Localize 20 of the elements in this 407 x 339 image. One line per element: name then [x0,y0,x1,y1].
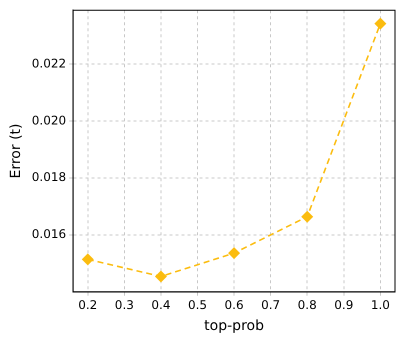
point [374,18,386,30]
x-tick-label: 0.7 [261,298,280,312]
point [154,270,167,282]
x-tick-label: 0.6 [224,298,244,312]
y-tick-label: 0.016 [32,227,66,242]
x-tick-label: 0.3 [114,298,134,312]
x-tick-label: 1.0 [370,298,390,312]
y-tick-label: 0.018 [32,170,66,184]
x-axis-title: top-prob [204,318,264,334]
x-tick-label: 0.8 [298,298,317,312]
point [82,253,94,266]
x-tick-label: 0.2 [78,298,98,312]
point [228,247,240,260]
x-tick-label: 0.9 [334,298,354,312]
point [301,210,314,223]
y-axis-title: Error (t) [8,124,24,178]
x-tick-label: 0.5 [188,298,208,312]
y-tick-label: 0.020 [32,113,66,128]
y-tick-label: 0.022 [32,56,66,70]
x-tick-label: 0.4 [151,298,170,312]
